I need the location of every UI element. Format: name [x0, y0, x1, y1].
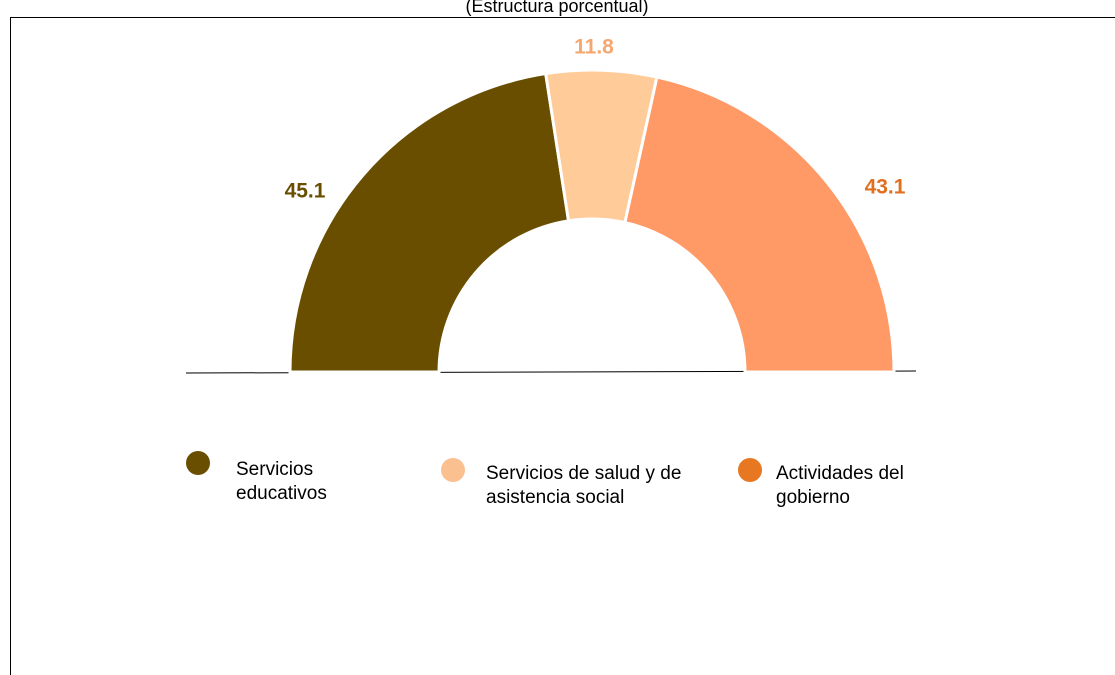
- legend-label: Servicios de salud y de asistencia socia…: [486, 463, 682, 508]
- frame: [10, 17, 1115, 675]
- legend-label: Actividades del gobierno: [776, 463, 904, 508]
- data-label: 11.8: [574, 36, 614, 59]
- legend-marker: [738, 458, 762, 482]
- legend-marker: [441, 458, 465, 482]
- slice: [623, 75, 896, 374]
- chart-subtitle: (Estructura porcentual): [465, 0, 648, 16]
- legend-label: Servicios educativos: [236, 459, 327, 504]
- legend-marker: [186, 451, 210, 475]
- slice: [288, 71, 571, 374]
- data-label: 45.1: [285, 180, 326, 203]
- data-label: 43.1: [865, 176, 906, 199]
